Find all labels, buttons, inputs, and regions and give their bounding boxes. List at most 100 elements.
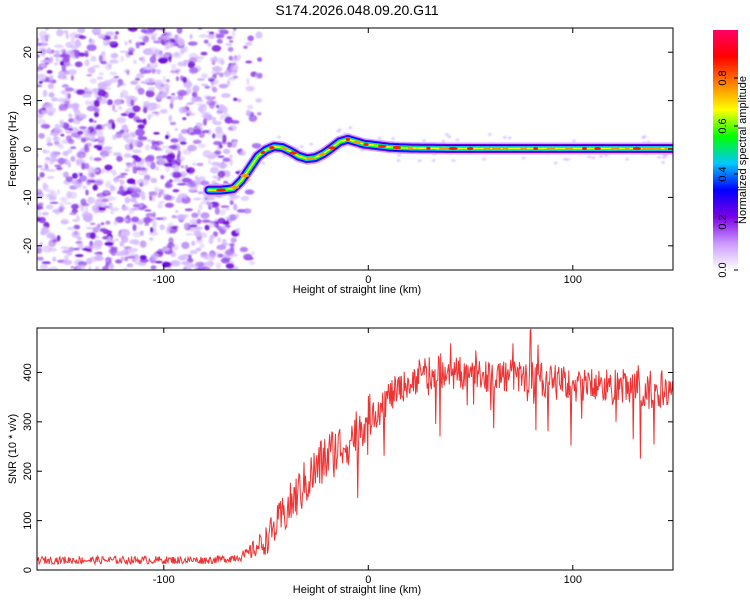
heatmap-cell <box>37 210 42 218</box>
colorbar-tick-label: 0.2 <box>717 214 729 229</box>
heatmap-cell <box>128 207 134 215</box>
ridge-hotspot <box>483 146 491 151</box>
heatmap-cell <box>140 80 148 84</box>
heatmap-cell <box>70 127 79 133</box>
heatmap-cell <box>200 200 208 205</box>
heatmap-cell <box>502 136 507 139</box>
heatmap-cell <box>417 159 422 163</box>
heatmap-cell <box>196 162 204 167</box>
heatmap-cell <box>53 44 64 48</box>
heatmap-cell <box>48 191 57 200</box>
heatmap-cell <box>186 182 197 187</box>
heatmap-cell <box>58 202 65 206</box>
heatmap-cell <box>142 118 147 126</box>
heatmap-cell <box>127 112 135 119</box>
heatmap-cell <box>42 148 47 153</box>
heatmap-cell <box>85 189 89 196</box>
heatmap-cell <box>100 60 107 65</box>
heatmap-cell <box>86 248 91 252</box>
heatmap-cell <box>132 204 141 208</box>
heatmap-cell <box>198 202 203 211</box>
heatmap-cell <box>135 128 145 137</box>
heatmap-cell <box>126 69 130 76</box>
heatmap-cell <box>173 165 180 173</box>
heatmap-cell <box>59 61 64 66</box>
heatmap-cell <box>84 87 91 92</box>
heatmap-cell <box>48 92 55 98</box>
ridge-hotspot <box>392 145 402 150</box>
heatmap-cell <box>230 65 239 71</box>
heatmap-cell <box>118 186 124 194</box>
heatmap-cell <box>168 179 173 183</box>
heatmap-cell <box>43 184 50 192</box>
heatmap-cell <box>107 236 112 242</box>
heatmap-cell <box>49 201 59 204</box>
heatmap-cell <box>70 155 76 162</box>
heatmap-cell <box>205 253 216 261</box>
heatmap-cell <box>170 260 178 264</box>
heatmap-cell <box>169 102 174 109</box>
heatmap-cell <box>70 146 77 150</box>
heatmap-cell <box>152 40 163 44</box>
heatmap-cell <box>118 106 122 110</box>
heatmap-cell <box>91 168 100 173</box>
heatmap-cell <box>198 143 206 149</box>
heatmap-cell <box>482 157 487 161</box>
heatmap-cell <box>572 139 576 143</box>
ridge-hotspot <box>502 146 509 151</box>
heatmap-cell <box>255 98 263 103</box>
heatmap-cell <box>70 265 75 269</box>
ridge-hotspot <box>327 146 336 150</box>
heatmap-cell <box>188 57 198 63</box>
heatmap-cell <box>224 116 233 124</box>
heatmap-cell <box>66 251 73 256</box>
heatmap-cell <box>186 167 195 174</box>
heatmap-cell <box>217 253 224 258</box>
heatmap-cell <box>49 150 59 159</box>
heatmap-cell <box>212 119 217 125</box>
heatmap-cell <box>178 133 183 141</box>
heatmap-cell <box>37 204 42 211</box>
heatmap-cell <box>88 265 92 270</box>
heatmap-cell <box>113 134 122 139</box>
heatmap-cell <box>225 263 235 269</box>
heatmap-cell <box>60 218 69 225</box>
heatmap-cell <box>37 48 47 55</box>
colorbar-tick-label: 0.8 <box>717 70 729 85</box>
heatmap-cell <box>65 130 73 134</box>
heatmap-cell <box>245 41 253 46</box>
heatmap-cell <box>153 132 160 135</box>
heatmap-cell <box>192 162 197 166</box>
figure-title: S174.2026.048.09.20.G11 <box>275 2 438 18</box>
heatmap-cell <box>171 215 177 219</box>
heatmap-cell <box>92 88 98 92</box>
heatmap-cell <box>113 75 120 79</box>
heatmap-cell <box>183 47 188 53</box>
heatmap-cell <box>120 55 125 62</box>
colorbar: 0.0 0.2 0.4 0.6 0.8 Normalized spectral ampl… <box>713 30 749 278</box>
heatmap-cell <box>73 113 83 117</box>
heatmap-cell <box>625 157 630 161</box>
heatmap-cell <box>198 34 209 38</box>
heatmap-cell <box>227 46 234 52</box>
heatmap-cell <box>235 213 239 219</box>
heatmap-cell <box>169 121 177 126</box>
heatmap-cell <box>73 224 81 230</box>
snr-y-axis-label: SNR (10 * v/v) <box>7 414 19 484</box>
heatmap-cell <box>227 141 232 148</box>
heatmap-cell <box>141 194 146 201</box>
heatmap-cell <box>207 76 217 80</box>
heatmap-cell <box>46 175 55 180</box>
heatmap-cell <box>62 171 70 178</box>
heatmap-cell <box>98 72 104 76</box>
heatmap-cell <box>74 53 80 59</box>
heatmap-cell <box>154 48 160 56</box>
heatmap-cell <box>132 149 142 154</box>
heatmap-cell <box>189 128 194 134</box>
heatmap-cell <box>194 175 199 180</box>
heatmap-cell <box>140 28 148 33</box>
heatmap-cell <box>58 72 63 78</box>
heatmap-cell <box>162 261 172 268</box>
snr-y-tick-label: 0 <box>22 567 34 573</box>
heatmap-cell <box>172 189 180 193</box>
